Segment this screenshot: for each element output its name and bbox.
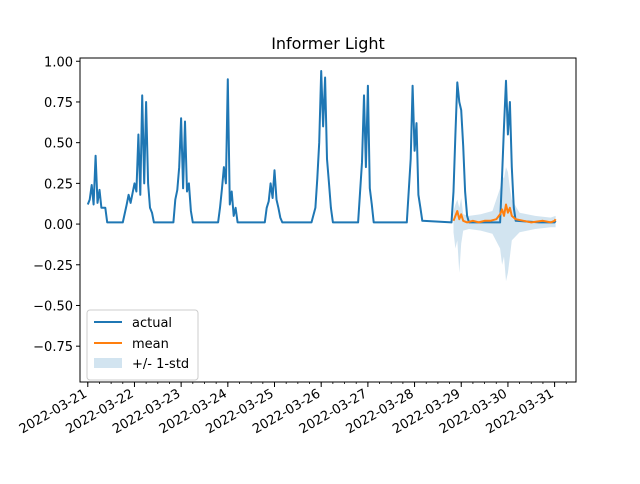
y-tick-label: 0.50 (44, 137, 73, 152)
series-layer (86, 70, 557, 224)
y-tick-label: −0.75 (33, 340, 73, 355)
legend-std-label: +/- 1-std (132, 357, 189, 372)
plot-frame (79, 57, 577, 383)
series-line-actual (86, 70, 557, 224)
chart-title: Informer Light (271, 34, 385, 53)
legend-actual-label: actual (132, 316, 172, 331)
y-tick-label: 0.00 (44, 218, 73, 233)
y-tick-label: −0.50 (33, 299, 73, 314)
y-tick-label: 1.00 (44, 55, 73, 70)
legend-box (86, 309, 199, 381)
y-tick-label: 0.25 (44, 177, 73, 192)
series-line-mean (452, 203, 557, 224)
legend-mean-label: mean (132, 337, 169, 352)
std-band (453, 167, 556, 282)
std-band-layer (453, 167, 556, 282)
legend: actual mean +/- 1-std (86, 309, 199, 381)
y-axis: 1.00 0.75 0.50 0.25 0.00 −0.25 −0.50 −0.75 (33, 55, 80, 355)
y-tick-label: 0.75 (44, 96, 73, 111)
y-tick-label: −0.25 (33, 259, 73, 274)
legend-std-swatch (94, 358, 122, 368)
